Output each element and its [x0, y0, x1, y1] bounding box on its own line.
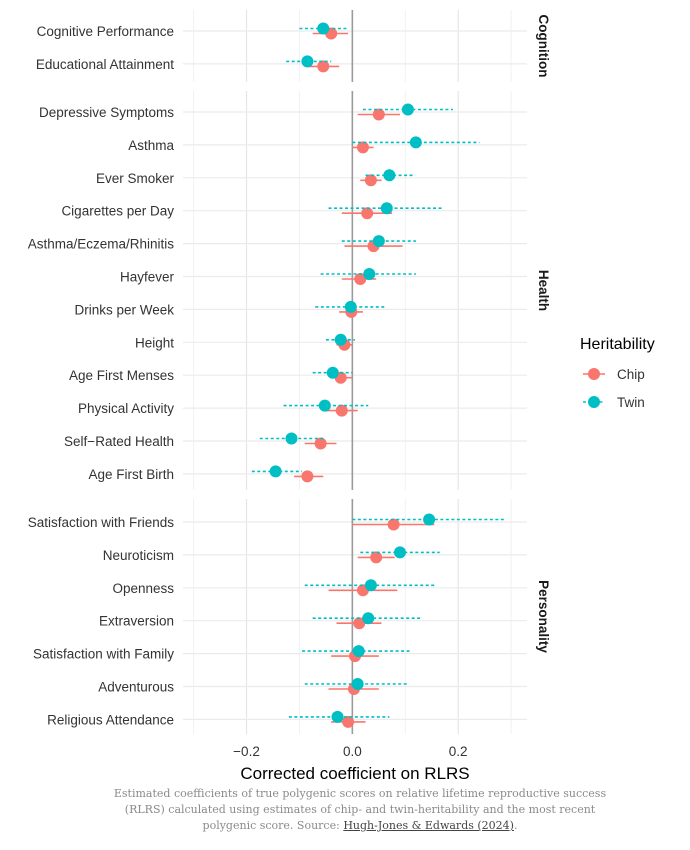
coefficient-chart: Cognitive Performance Educational Attainm… [28, 10, 655, 783]
legend-title: Heritability [580, 336, 655, 353]
row-label: Cognitive Performance [37, 24, 174, 39]
twin-point [364, 579, 377, 592]
source-link[interactable]: Hugh-Jones & Edwards (2024) [343, 819, 514, 832]
chip-point [317, 60, 330, 73]
chip-point [314, 437, 327, 450]
panel-background [183, 10, 527, 82]
row-label: Age First Birth [88, 467, 174, 482]
chip-point [353, 617, 366, 630]
row-label: Asthma [128, 138, 174, 153]
chip-point [342, 715, 355, 728]
row-label: Ever Smoker [96, 171, 175, 186]
chip-point [335, 404, 348, 417]
x-tick-label: −0.2 [233, 744, 260, 759]
chip-point [364, 174, 377, 187]
twin-point [285, 432, 298, 445]
legend-label: Twin [617, 395, 645, 410]
x-axis-title: Corrected coefficient on RLRS [240, 764, 469, 783]
twin-point [301, 55, 314, 68]
row-label: Adventurous [98, 680, 174, 695]
twin-point [423, 513, 436, 526]
twin-point [331, 710, 344, 723]
figure-caption: Estimated coefficients of true polygenic… [100, 786, 620, 834]
chip-point [387, 518, 400, 531]
legend-label: Chip [617, 367, 645, 382]
row-label: Satisfaction with Friends [28, 515, 175, 530]
twin-point [334, 333, 347, 346]
twin-point [326, 366, 339, 379]
row-label: Religious Attendance [47, 712, 174, 727]
row-label: Neuroticism [103, 548, 174, 563]
twin-point [409, 136, 422, 149]
twin-point [318, 399, 331, 412]
twin-point [317, 22, 330, 35]
row-label: Age First Menses [69, 368, 174, 383]
row-label: Educational Attainment [36, 57, 174, 72]
x-tick-label: 0.2 [449, 744, 468, 759]
row-label: Extraversion [99, 614, 174, 629]
twin-point [372, 235, 385, 248]
twin-point [352, 645, 365, 658]
twin-point [344, 300, 357, 313]
chip-point [301, 470, 314, 483]
row-label: Height [135, 335, 174, 350]
chip-point [356, 141, 369, 154]
twin-point [362, 612, 375, 625]
panel-background [183, 91, 527, 490]
twin-point [393, 546, 406, 559]
row-label: Depressive Symptoms [39, 105, 174, 120]
legend-key-point [588, 396, 600, 408]
row-label: Drinks per Week [74, 302, 174, 317]
row-label: Cigarettes per Day [61, 204, 174, 219]
twin-point [269, 465, 282, 478]
row-label: Satisfaction with Family [33, 647, 174, 662]
x-tick-label: 0.0 [343, 744, 362, 759]
twin-point [380, 202, 393, 215]
twin-point [401, 103, 414, 116]
row-label: Asthma/Eczema/Rhinitis [28, 237, 175, 252]
panel-background [183, 499, 527, 734]
panel-strip-label: Personality [536, 580, 551, 653]
caption-end: . [513, 819, 518, 832]
caption-text: Estimated coefficients of true polygenic… [113, 787, 607, 832]
row-label: Hayfever [120, 270, 175, 285]
chip-point [372, 108, 385, 121]
row-label: Openness [112, 581, 174, 596]
legend-key-point [588, 368, 600, 380]
row-label: Self−Rated Health [64, 434, 174, 449]
row-label: Physical Activity [78, 401, 174, 416]
chip-point [354, 273, 367, 285]
panel-strip-label: Cognition [536, 15, 551, 78]
twin-point [351, 678, 364, 690]
twin-point [363, 268, 376, 280]
chip-point [361, 207, 374, 220]
chip-point [370, 551, 383, 564]
panel-strip-label: Health [536, 270, 551, 311]
twin-point [383, 169, 396, 182]
